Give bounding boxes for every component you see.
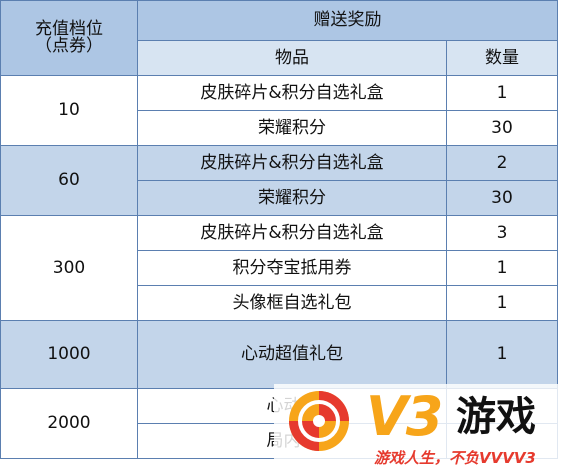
table-row: 1000 心动超值礼包 1 [0,320,558,389]
table-row: 头像框自选礼包 1 [1,285,558,321]
item-cell: 皮肤碎片&积分自选礼盒 [137,75,447,111]
quantity-cell: 3 [446,215,558,251]
table-row: 积分夺宝抵用券 1 [1,250,558,286]
v3-logo-icon [289,391,349,451]
tier-cell: 10 [0,75,138,146]
quantity-cell: 1 [446,285,558,321]
quantity-cell: 1 [446,250,558,286]
item-cell: 积分夺宝抵用券 [137,250,447,286]
table-row: 荣耀积分 30 [1,110,558,146]
table-row: 10 皮肤碎片&积分自选礼盒 1 [0,75,558,146]
table-row: 荣耀积分 30 [1,180,558,216]
item-cell: 荣耀积分 [137,110,447,146]
quantity-column-header: 数量 [446,40,558,76]
quantity-cell: 30 [446,180,558,216]
item-cell: 荣耀积分 [137,180,447,216]
quantity-cell: 1 [446,320,558,389]
table-row: 60 皮肤碎片&积分自选礼盒 2 [0,145,558,216]
tier-header-line1: 充值档位 [35,19,103,39]
tier-cell: 300 [0,215,138,321]
watermark-slogan: 游戏人生，不负VVVV3 [374,449,536,467]
quantity-cell: 1 [446,75,558,111]
tier-cell: 60 [0,145,138,216]
item-cell: 心动超值礼包 [137,320,447,389]
recharge-rewards-table: 充值档位 （点券） 赠送奖励 物品 数量 10 皮肤碎片&积分自选礼盒 1 荣耀… [0,0,558,459]
item-cell: 皮肤碎片&积分自选礼盒 [137,145,447,181]
quantity-cell: 30 [446,110,558,146]
item-cell: 头像框自选礼包 [137,285,447,321]
table-row: 300 皮肤碎片&积分自选礼盒 3 [0,215,558,321]
watermark-brand: V3 [366,385,443,448]
tier-header-line2: （点券） [35,36,103,56]
tier-cell: 1000 [0,320,138,389]
site-watermark: V3 游戏 游戏人生，不负VVVV3 [274,384,561,474]
item-column-header: 物品 [137,40,447,76]
watermark-name: 游戏 [456,394,536,440]
tier-header: 充值档位 （点券） [0,0,138,76]
item-cell: 皮肤碎片&积分自选礼盒 [137,215,447,251]
gift-reward-header: 赠送奖励 [137,0,558,41]
quantity-cell: 2 [446,145,558,181]
tier-cell: 2000 [0,388,138,459]
